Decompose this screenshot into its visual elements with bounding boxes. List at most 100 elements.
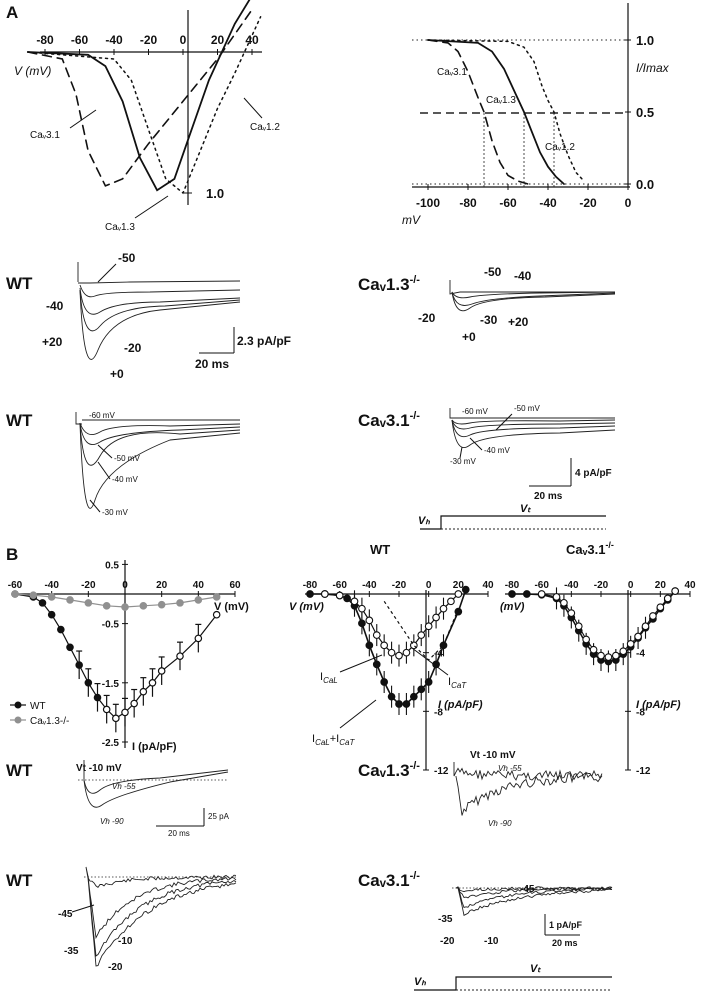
a-r1-right-label-2: -40 (514, 269, 532, 283)
a-r2-right-label-1: -60 mV (462, 407, 488, 416)
b-iv2-point-1-7 (387, 648, 396, 657)
b-iv2-point-0-13 (417, 685, 426, 694)
b-iv1-xtick-label-2: -20 (81, 580, 96, 591)
b-iv2-point-1-1 (335, 591, 344, 600)
b-iv2-point-0-12 (409, 692, 418, 701)
b-iv3-xtick-label-2: -40 (564, 580, 579, 591)
b-r2-right-label-4: -10 (484, 936, 499, 947)
b-iv3-point-1-15 (656, 603, 665, 612)
b-iv1-legend: WT Caᵥ1.3-/- (10, 701, 69, 727)
b-r1-left-title: WT (6, 761, 33, 780)
b-iv1-point-0-5 (66, 643, 74, 652)
b-iv1-point-0-10 (112, 714, 120, 723)
b-iv2-point-1-0 (320, 590, 329, 598)
b-iv1-ytick-label-2: -1.5 (102, 679, 120, 690)
a-iv-series-cav31 (27, 8, 253, 187)
b-iv2-xlabel: V (mV) (289, 601, 324, 613)
b-iv3-xtick-label-6: 40 (684, 580, 696, 591)
b-iv1-xtick-label-6: 60 (229, 580, 241, 591)
b-iv1-point-0-7 (84, 678, 93, 687)
b-iv2-annot-ical: ICaL (320, 671, 338, 685)
b-r2-right-label-3: -20 (440, 936, 455, 947)
b-r1-right-vh90: Vh -90 (488, 819, 512, 828)
a-iv-series-cav13 (26, 0, 251, 192)
b-iv1-point-1-6 (121, 603, 129, 611)
b-iv3-point-1-0 (537, 590, 546, 598)
a-protocol-vt: Vₜ (520, 503, 531, 515)
b-iv1-point-0-13 (139, 687, 148, 696)
b-iv3-xtick-label-5: 20 (655, 580, 667, 591)
a-inact-label-cav12: Caᵥ1.2 (545, 142, 575, 153)
b-iv2-xtick-label-2: -40 (362, 580, 377, 591)
a-iv-plot: -80 -60 -40 -20 0 20 40 V (mV) 1.0 Caᵥ3.1 Caᵥ1… (14, 0, 280, 233)
b-r1-right-title: Caᵥ1.3-/- (358, 760, 420, 780)
b-iv2-point-1-8 (395, 651, 403, 660)
b-iv1-point-1-3 (66, 596, 74, 604)
b-iv2-ytick-label-2: -12 (434, 766, 449, 777)
b-iv3-ytick-label-1: -8 (636, 707, 645, 718)
a-iv-xtick-label-5: 20 (211, 33, 225, 47)
panel-label-a: A (6, 3, 18, 22)
b-iv2-point-0-10 (395, 700, 403, 708)
b-iv3-point-1-12 (634, 632, 642, 641)
b-iv3-point-1-16 (663, 594, 672, 603)
b-iv3-point-1-1 (552, 593, 561, 601)
a-r1-right-title: Caᵥ1.3-/- (358, 274, 420, 294)
b-r2-left-title: WT (6, 871, 33, 890)
a-r1-scale-x: 20 ms (195, 357, 229, 371)
b-iv1-point-0-2 (38, 599, 47, 607)
legend-label-wt: WT (30, 701, 46, 712)
a-r1-left-label-4: -20 (124, 341, 142, 355)
b-iv2-point-1-2 (350, 597, 359, 606)
b-iv3-point-1-9 (611, 651, 620, 660)
b-iv2-point-0-7 (372, 660, 381, 669)
b-r2-right-label-1: -45 (520, 884, 535, 895)
a-inact-label-cav31: Caᵥ3.1 (437, 67, 467, 78)
b-iv1-ytick-label-3: -2.5 (102, 738, 120, 749)
b-iv-wt-plot: WT -80 -60 -40 -20 0 20 40 -4 -8 -12 V (mV) I (pA… (289, 542, 494, 777)
b-r2-right-title: Caᵥ3.1-/- (358, 870, 420, 890)
b-iv1-point-1-2 (47, 593, 56, 601)
b-iv1-point-0-16 (176, 652, 184, 660)
a-r1-left-label-2: -40 (46, 299, 64, 313)
b-r2-left-label-1: -45 (58, 909, 73, 920)
b-r1-scale-x: 20 ms (168, 829, 190, 838)
a-inact-series-cav13 (427, 39, 565, 185)
b-iv1-point-0-18 (212, 610, 221, 619)
a-inact-ytick-label-2: 0.0 (636, 177, 654, 192)
b-iv1-point-0-4 (57, 625, 65, 634)
a-inact-xlabel: mV (402, 213, 421, 227)
b-iv1-point-1-9 (176, 599, 184, 607)
b-iv2-xtick-label-0: -80 (303, 580, 318, 591)
b-iv1-point-1-11 (212, 593, 221, 601)
b-iv2-point-1-14 (439, 604, 448, 613)
a-inact-xtick-label-3: -40 (539, 196, 557, 210)
b-iv1-ytick-label-1: -0.5 (102, 620, 120, 631)
b-iv1-point-0-3 (47, 610, 56, 619)
a-inact-xtick-label-2: -60 (499, 196, 517, 210)
a-inact-series-cav31 (427, 39, 529, 185)
b-protocol-vh: Vₕ (414, 976, 426, 988)
b-protocol-vt: Vₜ (530, 963, 541, 975)
legend-marker-ko (14, 716, 22, 724)
b-iv3-point-1-14 (649, 612, 657, 620)
b-iv2-point-0-18 (461, 585, 470, 594)
b-r2-right-label-2: -35 (438, 914, 453, 925)
a-r2-left-label-2: -50 mV (114, 454, 140, 463)
a-r1-left-title: WT (6, 274, 33, 293)
a-iv-xtick-label-0: -80 (36, 33, 54, 47)
b-iv3-xtick-label-3: -20 (594, 580, 609, 591)
b-iv1-point-1-1 (29, 591, 38, 599)
b-iv1-xtick-label-3: 0 (122, 580, 128, 591)
b-iv2-annot-icat: ICaT (448, 676, 467, 690)
b-iv3-point-1-11 (626, 640, 635, 648)
legend-label-ko: Caᵥ1.3-/- (30, 716, 69, 727)
a-traces-row2: WT -60 mV -50 mV -40 mV -30 mV Caᵥ3.1-/-… (6, 404, 616, 530)
a-r2-scale-x: 20 ms (534, 491, 563, 502)
b-iv1-xtick-label-4: 20 (156, 580, 168, 591)
b-r1-vt: Vt -10 mV (76, 763, 122, 774)
a-r2-scale-y: 4 pA/pF (575, 468, 612, 479)
b-iv3-point-1-4 (574, 622, 583, 631)
a-inact-xtick-label-4: -20 (579, 196, 597, 210)
